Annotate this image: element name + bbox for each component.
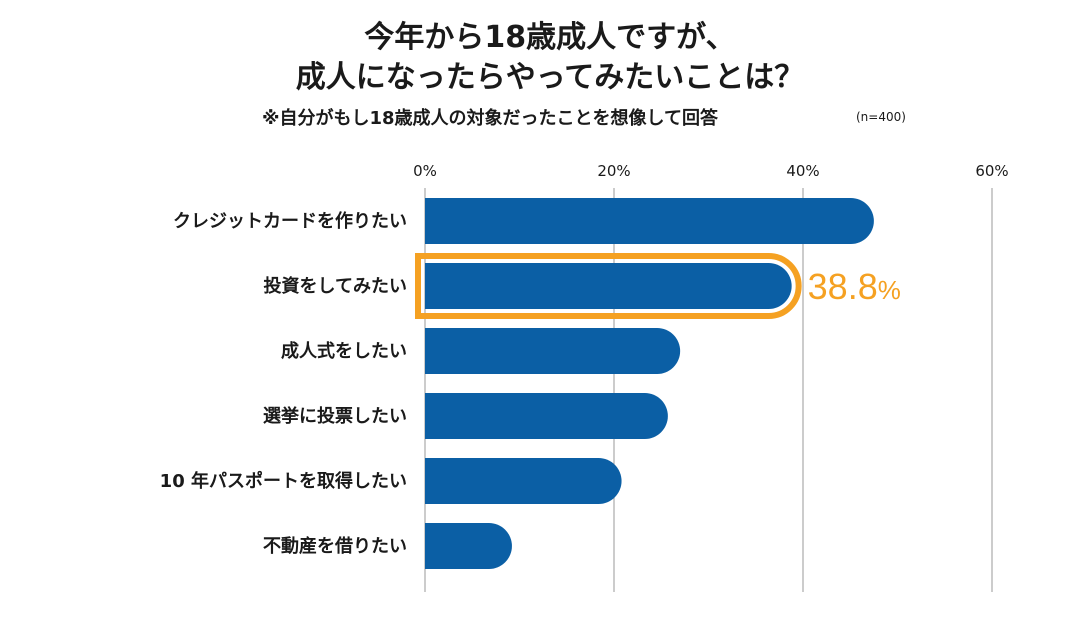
category-label: 不動産を借りたい	[263, 535, 407, 557]
bar-4	[425, 393, 668, 439]
chart-title-line1: 今年から18歳成人ですが、	[364, 20, 736, 55]
bar-1	[425, 198, 874, 244]
x-tick-label: 40%	[786, 162, 819, 180]
data-label-value: 38.8%	[808, 266, 901, 307]
x-tick-label: 60%	[975, 162, 1008, 180]
bar-2	[425, 263, 792, 309]
chart-subtitle: ※自分がもし18歳成人の対象だったことを想像して回答	[262, 108, 719, 129]
sample-size-note: (n=400)	[856, 110, 906, 124]
x-tick-label: 0%	[413, 162, 437, 180]
category-label: 10 年パスポートを取得したい	[160, 470, 407, 492]
bar-3	[425, 328, 681, 374]
chart-title-line2: 成人になったらやってみたいことは？	[295, 60, 805, 95]
bar-5	[425, 458, 622, 504]
category-label: 選挙に投票したい	[263, 405, 407, 427]
bar-6	[425, 523, 512, 569]
highlight-outline	[415, 253, 802, 319]
category-label: クレジットカードを作りたい	[173, 210, 407, 232]
category-label: 投資をしてみたい	[264, 275, 407, 297]
category-label: 成人式をしたい	[281, 340, 407, 362]
x-tick-label: 20%	[597, 162, 630, 180]
